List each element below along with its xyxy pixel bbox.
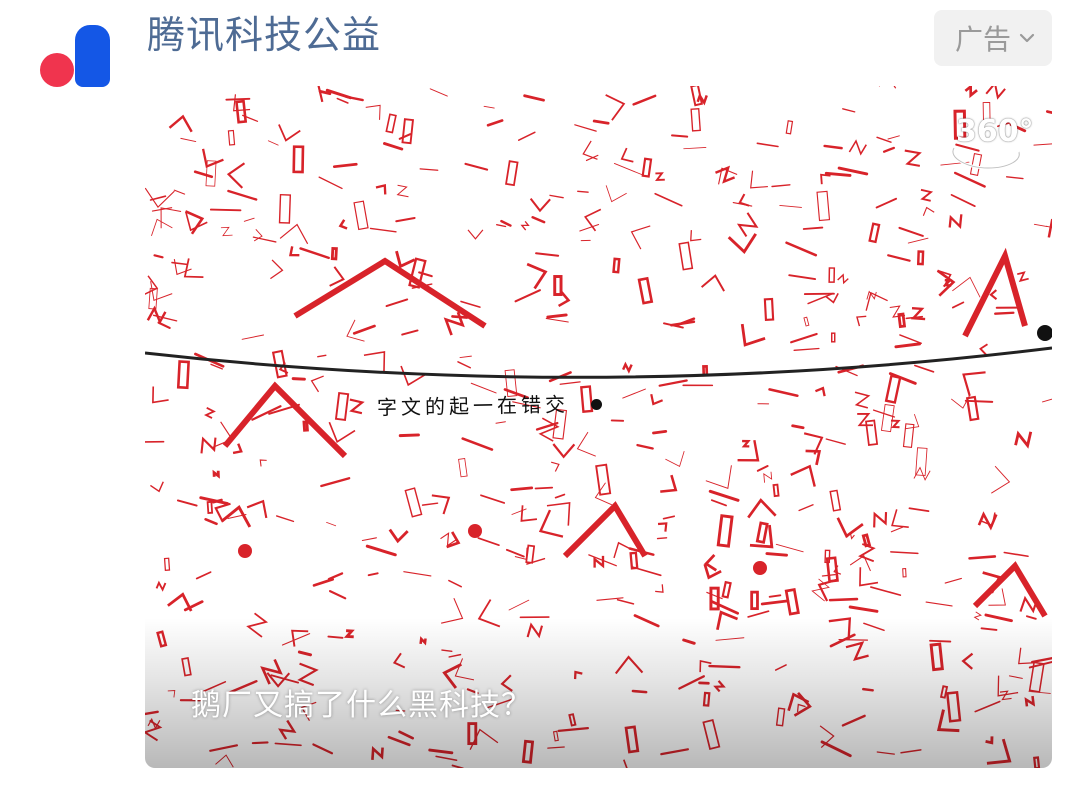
ad-media-360-video[interactable]: 字文的起一在错交 360° 鹅厂又搞了什么黑科技？ — [145, 86, 1052, 768]
360-view-icon[interactable]: 360° — [948, 114, 1034, 172]
ad-label: 广告 — [954, 23, 1011, 56]
avatar-red-dot — [40, 53, 74, 87]
ad-menu-button[interactable]: 广告 — [934, 10, 1052, 66]
avatar-blue-bar — [75, 25, 110, 87]
vr-orbit-ring — [951, 146, 1022, 170]
account-name[interactable]: 腾讯科技公益 — [147, 13, 382, 57]
avatar[interactable] — [38, 25, 112, 89]
chevron-down-icon — [1019, 33, 1035, 43]
video-caption: 鹅厂又搞了什么黑科技？ — [191, 688, 532, 723]
scattered-characters-art — [145, 86, 1052, 768]
tagline-dot — [591, 399, 602, 410]
media-tagline: 字文的起一在错交 — [376, 392, 570, 420]
vr-badge-text: 360° — [956, 114, 1034, 149]
caption-gradient — [145, 618, 1052, 768]
